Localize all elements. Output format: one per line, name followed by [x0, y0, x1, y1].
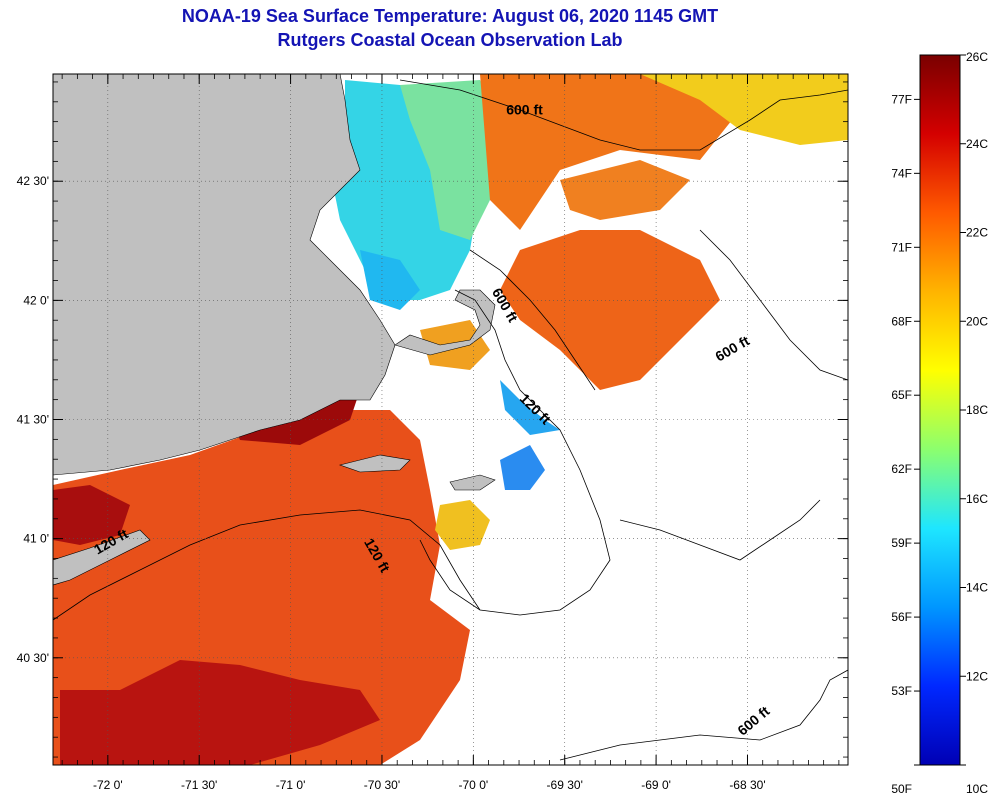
colorbar-celsius-label: 12C — [966, 669, 988, 683]
colorbar-celsius-label: 18C — [966, 403, 988, 417]
colorbar-fahrenheit-label: 50F — [891, 782, 912, 796]
sst-patch-nantucket-yellow — [435, 500, 490, 550]
lat-tick-label: 41 0' — [23, 532, 49, 546]
sst-patch-georges-north-orange — [560, 160, 690, 220]
minor-ticks — [53, 74, 848, 765]
latitude-labels: 42 30' 42 0' 41 30' 41 0' 40 30' — [17, 174, 49, 665]
colorbar-celsius-label: 24C — [966, 137, 988, 151]
sst-field — [53, 74, 848, 765]
contour-120ft-shelf — [53, 509, 481, 621]
lat-tick-label: 42 0' — [23, 293, 49, 307]
contour-600ft-shelf-south — [559, 669, 848, 761]
map-title: NOAA-19 Sea Surface Temperature: August … — [181, 6, 719, 26]
colorbar-fahrenheit-label: 65F — [891, 388, 912, 402]
colorbar-celsius-label: 14C — [966, 581, 988, 595]
sst-patch-outer-cape-blue — [500, 380, 560, 435]
lon-tick-label: -69 30' — [547, 778, 583, 792]
colorbar-fahrenheit-label: 62F — [891, 462, 912, 476]
lon-tick-label: -68 30' — [729, 778, 765, 792]
map-area — [53, 74, 848, 765]
lon-tick-label: -69 0' — [641, 778, 671, 792]
sst-patch-gulf-orange — [480, 74, 740, 230]
colorbar-scale — [919, 54, 961, 766]
contour-120ft-cape — [419, 289, 611, 616]
colorbar-celsius-labels: 26C 24C 22C 20C 18C 16C 14C 12C 10C — [960, 50, 988, 796]
lon-tick-label: -71 30' — [181, 778, 217, 792]
longitude-labels: -72 0' -71 30' -71 0' -70 30' -70 0' -69 30' -… — [93, 778, 766, 792]
colorbar-fahrenheit-labels: 77F 74F 71F 68F 65F 62F 59F 56F 53F 50F — [891, 92, 920, 796]
land-long-island — [53, 529, 151, 586]
colorbar-celsius-label: 22C — [966, 226, 988, 240]
sst-patch-cape-cod-bay-cyan — [360, 250, 420, 310]
lon-tick-label: -72 0' — [93, 778, 123, 792]
contour-600ft-gulf — [399, 79, 848, 151]
colorbar-fahrenheit-label: 74F — [891, 166, 912, 180]
lat-tick-label: 41 30' — [17, 413, 49, 427]
lat-tick-label: 42 30' — [17, 174, 49, 188]
sst-patch-gulf-yellow — [640, 74, 848, 145]
lon-tick-label: -71 0' — [276, 778, 306, 792]
colorbar-fahrenheit-label: 68F — [891, 314, 912, 328]
lon-tick-label: -70 30' — [364, 778, 400, 792]
map-subtitle: Rutgers Coastal Ocean Observation Lab — [277, 30, 623, 50]
lat-tick-label: 40 30' — [17, 651, 49, 665]
sst-patch-shoals-blue — [500, 445, 545, 490]
land-nantucket — [449, 474, 496, 491]
contour-600ft-georges-west — [469, 249, 596, 391]
bathymetry-contours — [53, 79, 848, 761]
colorbar-fahrenheit-label: 77F — [891, 92, 912, 106]
colorbar-celsius-label: 20C — [966, 314, 988, 328]
colorbar-fahrenheit-label: 59F — [891, 536, 912, 550]
sst-patch-georges-orange — [500, 230, 720, 390]
sst-patch-gulf-teal — [400, 80, 500, 240]
contour-georges-shoals — [619, 499, 821, 561]
colorbar-celsius-label: 26C — [966, 50, 988, 64]
contour-label: 600 ft — [506, 102, 543, 118]
colorbar-celsius-label: 16C — [966, 492, 988, 506]
colorbar-fahrenheit-label: 53F — [891, 684, 912, 698]
land-marthas-vineyard — [338, 454, 411, 473]
sst-patch-shelf-hot — [60, 660, 380, 765]
sst-patch-coast-hot — [53, 485, 130, 545]
colorbar-celsius-label: 10C — [966, 782, 988, 796]
contour-600ft-georges-east — [699, 229, 848, 381]
lon-tick-label: -70 0' — [459, 778, 489, 792]
colorbar-fahrenheit-label: 56F — [891, 610, 912, 624]
colorbar-fahrenheit-label: 71F — [891, 240, 912, 254]
